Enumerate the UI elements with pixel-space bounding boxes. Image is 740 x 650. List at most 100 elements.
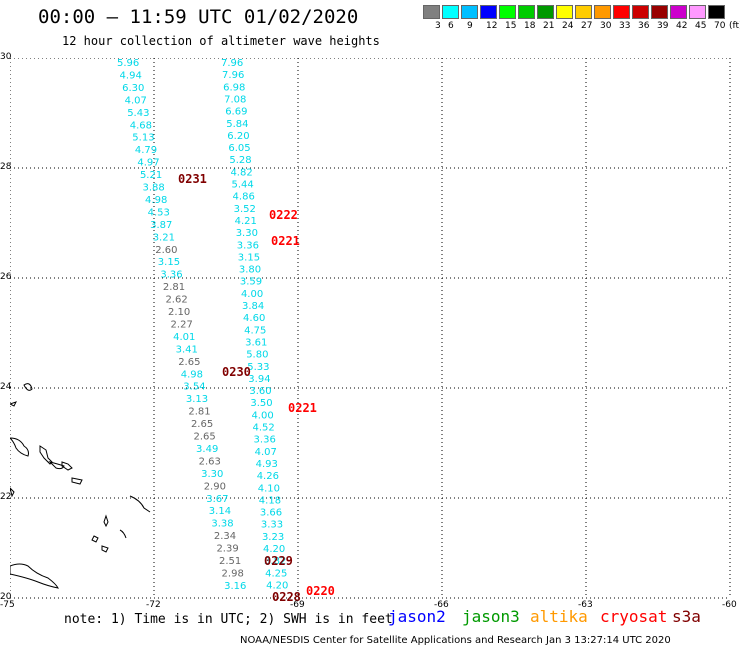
wave-height-label: 2.63 — [199, 456, 221, 467]
wave-height-label: 4.07 — [125, 95, 147, 106]
wave-height-label: 5.28 — [229, 155, 251, 166]
wave-height-label: 2.60 — [155, 245, 177, 256]
x-tick-label: -60 — [722, 600, 737, 610]
wave-height-label: 3.61 — [245, 337, 267, 348]
wave-height-label: 3.80 — [239, 265, 261, 276]
wave-height-label: 4.79 — [135, 145, 157, 156]
wave-height-label: 3.23 — [262, 532, 284, 543]
wave-height-label: 3.41 — [176, 344, 198, 355]
wave-height-label: 6.05 — [228, 143, 250, 154]
wave-height-label: 4.98 — [181, 369, 203, 380]
legend-label: 42 — [676, 21, 688, 31]
wave-height-label: 3.66 — [260, 508, 282, 519]
time-stamp-label: 0222 — [269, 208, 298, 222]
legend-label: 3 — [435, 21, 441, 31]
legend-swatch — [689, 5, 706, 19]
wave-height-label: 2.90 — [204, 481, 226, 492]
wave-height-label: 4.10 — [258, 483, 280, 494]
wave-height-label: 4.26 — [257, 471, 279, 482]
time-stamp-label: 0230 — [222, 365, 251, 379]
x-tick-label: -72 — [146, 600, 161, 610]
wave-height-label: 3.60 — [249, 386, 271, 397]
wave-height-label: 4.01 — [173, 332, 195, 343]
wave-height-label: 4.18 — [259, 495, 281, 506]
wave-height-label: 2.34 — [214, 531, 236, 542]
wave-height-label: 5.13 — [132, 133, 154, 144]
wave-height-label: 4.86 — [233, 192, 255, 203]
wave-height-label: 3.87 — [150, 220, 172, 231]
wave-height-label: 2.65 — [178, 357, 200, 368]
wave-height-label: 4.52 — [253, 423, 275, 434]
legend-label: 18 — [524, 21, 536, 31]
wave-height-label: 5.84 — [226, 119, 248, 130]
wave-height-label: 4.94 — [120, 70, 142, 81]
wave-height-label: 3.30 — [201, 469, 223, 480]
wave-height-label: 3.54 — [183, 382, 205, 393]
wave-height-label: 5.80 — [246, 350, 268, 361]
x-tick-label: -66 — [434, 600, 449, 610]
footer-note: note: 1) Time is in UTC; 2) SWH is in fe… — [64, 612, 393, 627]
x-tick-label: -63 — [578, 600, 593, 610]
legend-swatch — [556, 5, 573, 19]
wave-height-map: 5.964.946.304.075.434.685.134.794.975.21… — [10, 58, 731, 603]
wave-height-label: 4.97 — [137, 158, 159, 169]
wave-height-label: 3.15 — [238, 252, 260, 263]
wave-height-label: 6.20 — [227, 131, 249, 142]
wave-height-label: 4.00 — [241, 289, 263, 300]
legend-label: 27 — [581, 21, 593, 31]
time-stamp-label: 0221 — [288, 401, 317, 415]
wave-height-label: 4.82 — [230, 167, 252, 178]
legend-unit: (ft) — [729, 21, 740, 31]
y-tick-label: 30 — [0, 52, 12, 62]
legend-swatch — [480, 5, 497, 19]
wave-height-label: 3.33 — [261, 520, 283, 531]
wave-height-label: 5.44 — [232, 180, 254, 191]
time-stamp-label: 0221 — [271, 234, 300, 248]
satellite-jason2: jason2 — [388, 607, 446, 626]
wave-height-label: 6.69 — [225, 107, 247, 118]
legend-label: 45 — [695, 21, 707, 31]
legend-swatch — [708, 5, 725, 19]
wave-height-label: 3.49 — [196, 444, 218, 455]
legend-swatch — [461, 5, 478, 19]
wave-height-label: 2.10 — [168, 307, 190, 318]
wave-height-label: 2.65 — [191, 419, 213, 430]
wave-height-label: 7.96 — [221, 58, 243, 69]
time-stamp-label: 0229 — [264, 554, 293, 568]
wave-height-label: 3.13 — [186, 394, 208, 405]
page-title: 00:00 – 11:59 UTC 01/02/2020 — [38, 6, 359, 28]
wave-height-label: 4.53 — [148, 207, 170, 218]
wave-height-label: 4.98 — [145, 195, 167, 206]
wave-height-label: 3.14 — [209, 506, 231, 517]
wave-height-label: 3.82 — [264, 556, 286, 567]
legend-label: 39 — [657, 21, 669, 31]
satellite-altika: altika — [530, 607, 588, 626]
wave-height-label: 3.50 — [250, 398, 272, 409]
wave-height-label: 2.39 — [216, 544, 238, 555]
satellite-s3a: s3a — [672, 607, 701, 626]
wave-height-label: 2.27 — [171, 319, 193, 330]
wave-height-label: 4.20 — [263, 544, 285, 555]
wave-height-label: 2.81 — [163, 282, 185, 293]
wave-height-label: 4.25 — [265, 568, 287, 579]
wave-height-label: 7.08 — [224, 94, 246, 105]
time-stamp-label: 0231 — [178, 172, 207, 186]
wave-height-label: 5.43 — [127, 108, 149, 119]
legend-swatch — [537, 5, 554, 19]
legend-swatch — [651, 5, 668, 19]
footer-credit: NOAA/NESDIS Center for Satellite Applica… — [240, 635, 671, 646]
y-tick-label: 20 — [0, 592, 12, 602]
wave-height-label: 3.36 — [160, 270, 182, 281]
wave-height-label: 4.68 — [130, 120, 152, 131]
satellite-jason3: jason3 — [462, 607, 520, 626]
satellite-cryosat: cryosat — [600, 607, 668, 626]
legend-label: 9 — [467, 21, 473, 31]
time-stamp-label: 0220 — [306, 584, 335, 598]
wave-height-label: 2.62 — [165, 295, 187, 306]
wave-height-label: 4.00 — [251, 410, 273, 421]
wave-height-label: 2.98 — [222, 568, 244, 579]
legend-label: 12 — [486, 21, 498, 31]
legend-swatch — [423, 5, 440, 19]
coastline — [10, 383, 151, 589]
legend-swatch — [499, 5, 516, 19]
